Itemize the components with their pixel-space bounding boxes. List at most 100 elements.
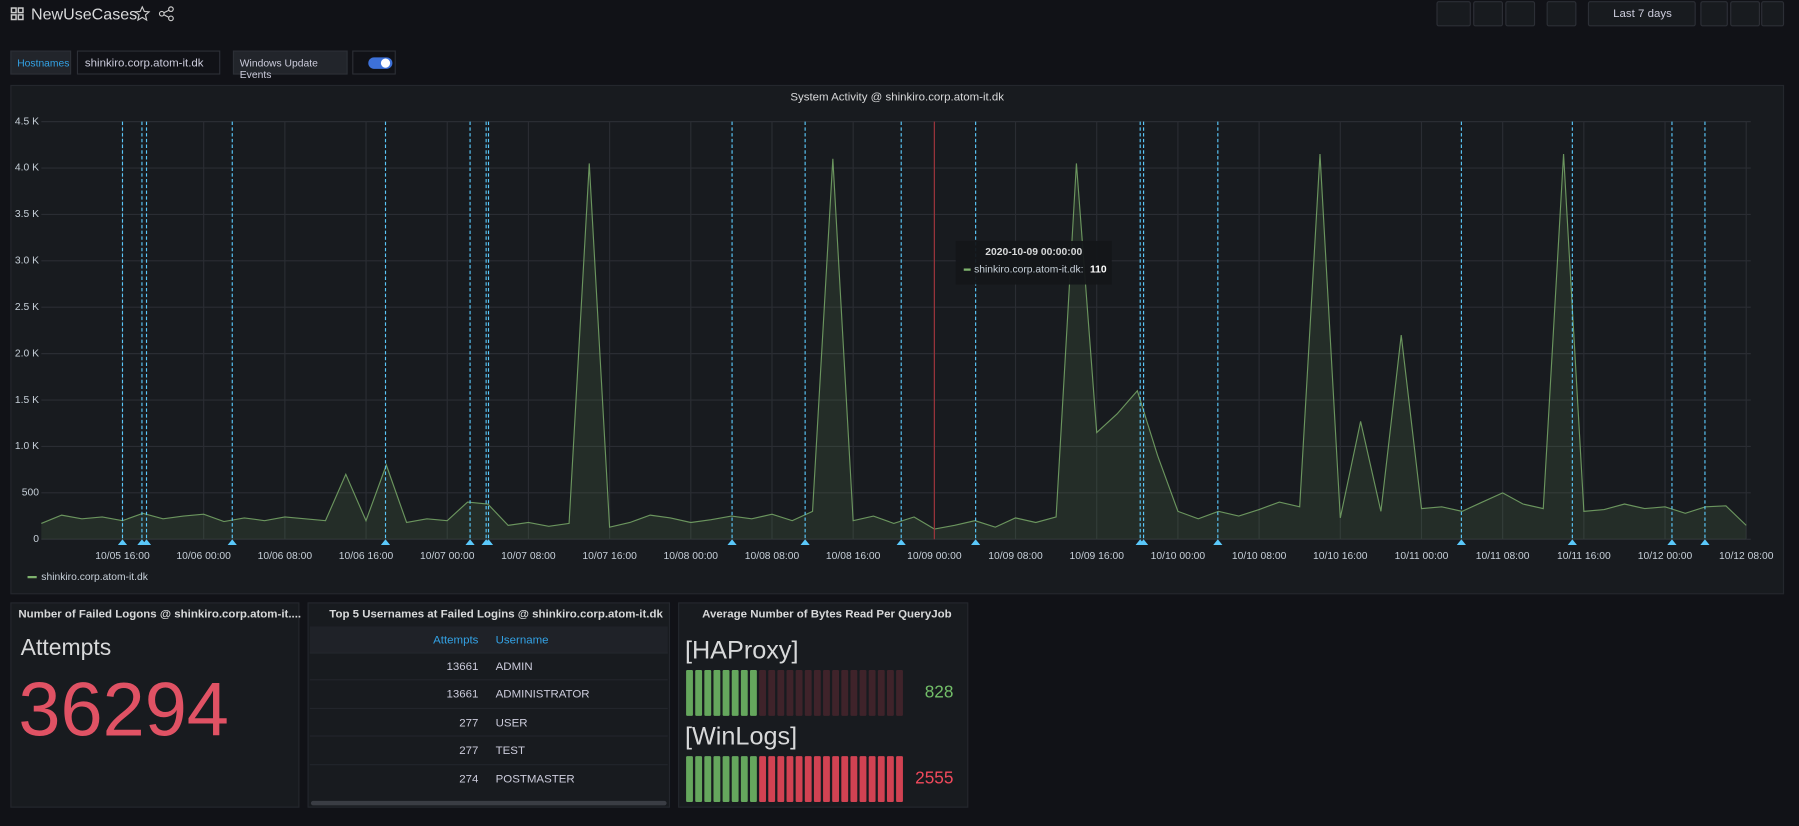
bar-gauge-panel: Average Number of Bytes Read Per QueryJo… — [678, 602, 969, 808]
attempts-cell: 277 — [459, 716, 479, 730]
toggle-label: Windows Update Events — [232, 50, 348, 80]
username-cell: ADMIN — [495, 660, 533, 674]
annotation-marker[interactable] — [227, 539, 237, 545]
annotation-marker[interactable] — [117, 539, 128, 545]
star-icon[interactable] — [134, 5, 151, 22]
annotation-marker[interactable] — [141, 539, 152, 545]
gauge-cell — [750, 670, 757, 716]
annotation-marker[interactable] — [727, 539, 737, 545]
annotation-marker[interactable] — [380, 539, 391, 545]
annotation-marker[interactable] — [971, 539, 981, 545]
gauge-cell — [686, 756, 693, 802]
panel-title: Number of Failed Logons @ shinkiro.corp.… — [18, 608, 302, 621]
gauge-cell — [759, 756, 766, 802]
x-tick-label: 10/09 00:00 — [907, 551, 962, 562]
annotation-marker[interactable] — [465, 539, 475, 545]
tv-mode-button[interactable] — [1546, 1, 1577, 27]
y-tick-label: 4.5 K — [15, 116, 39, 127]
x-tick-label: 10/08 08:00 — [745, 551, 800, 562]
gauge-cell — [832, 670, 840, 716]
y-tick-label: 4.0 K — [15, 163, 39, 174]
gauge-cell — [695, 756, 703, 802]
x-tick-label: 10/12 08:00 — [1719, 551, 1774, 562]
dashboard-title[interactable]: NewUseCases — [30, 4, 138, 23]
y-tick-label: 3.5 K — [15, 209, 39, 220]
gauge-cell — [750, 756, 757, 802]
x-tick-label: 10/11 00:00 — [1395, 551, 1449, 562]
tooltip-label: shinkiro.corp.atom-it.dk: — [974, 264, 1083, 275]
gauge-cell — [877, 756, 885, 802]
table-panel: Top 5 Usernames at Failed Logins @ shink… — [307, 602, 671, 808]
column-header[interactable]: Username — [495, 634, 549, 648]
gauge-cell — [813, 756, 821, 802]
x-tick-label: 10/10 00:00 — [1151, 551, 1206, 562]
username-cell: POSTMASTER — [495, 772, 575, 786]
add-panel-button[interactable] — [1436, 1, 1471, 27]
toggle-knob — [380, 58, 391, 68]
annotation-marker[interactable] — [1567, 539, 1577, 545]
annotation-marker[interactable] — [1213, 539, 1223, 545]
annotation-marker[interactable] — [483, 539, 494, 545]
apps-icon[interactable] — [10, 7, 24, 21]
chart: System Activity @ shinkiro.corp.atom-it.… — [15, 92, 1774, 583]
gauge-cell — [877, 670, 885, 716]
gauge-cell — [823, 670, 830, 716]
x-tick-label: 10/12 00:00 — [1638, 551, 1693, 562]
annotation-marker[interactable] — [800, 539, 810, 545]
annotation-marker[interactable] — [1138, 539, 1149, 545]
table-row: 274 POSTMASTER — [309, 763, 668, 793]
gauge-cell — [695, 670, 703, 716]
time-picker[interactable]: Last 7 days — [1587, 1, 1696, 27]
x-tick-label: 10/08 00:00 — [664, 551, 719, 562]
annotation-marker[interactable] — [1667, 539, 1677, 545]
annotation-marker[interactable] — [1700, 539, 1710, 545]
settings-button[interactable] — [1505, 1, 1536, 27]
gauge-cell — [686, 670, 693, 716]
hostname-dropdown[interactable]: shinkiro.corp.atom-it.dk — [76, 50, 221, 75]
annotation-marker[interactable] — [1456, 539, 1466, 545]
zoom-out-button[interactable] — [1700, 1, 1728, 27]
series-line — [41, 154, 1747, 530]
column-header[interactable]: Attempts — [433, 634, 479, 648]
tooltip-box — [955, 240, 1112, 285]
table-row: 277 USER — [309, 707, 668, 737]
gauge-cell — [768, 670, 776, 716]
toggle-track — [368, 57, 393, 69]
x-tick-label: 10/11 16:00 — [1557, 551, 1611, 562]
x-tick-label: 10/06 08:00 — [258, 551, 313, 562]
toggle[interactable] — [352, 50, 396, 75]
legend-label[interactable]: shinkiro.corp.atom-it.dk — [41, 572, 148, 583]
share-icon[interactable] — [158, 6, 174, 22]
gauge-cell — [804, 756, 812, 802]
gauge-cell — [850, 670, 858, 716]
attempts-cell: 277 — [459, 744, 479, 758]
gauge-cell — [841, 670, 849, 716]
gauge-cell — [777, 670, 785, 716]
tooltip-time: 2020-10-09 00:00:00 — [985, 247, 1082, 258]
gauge-cell — [777, 756, 785, 802]
gauge-cell — [832, 756, 840, 802]
refresh-menu[interactable] — [1761, 1, 1785, 27]
username-cell: ADMINISTRATOR — [495, 688, 590, 702]
y-tick-label: 1.5 K — [15, 395, 39, 406]
y-tick-label: 2.5 K — [15, 302, 39, 313]
series-area — [41, 154, 1747, 540]
gauge-cell — [886, 756, 894, 802]
x-tick-label: 10/06 00:00 — [176, 551, 231, 562]
gauge-cell — [713, 756, 721, 802]
chart-title[interactable]: System Activity @ shinkiro.corp.atom-it.… — [790, 92, 1004, 104]
refresh-button[interactable] — [1730, 1, 1760, 27]
x-tick-label: 10/06 16:00 — [339, 551, 394, 562]
annotation-marker[interactable] — [896, 539, 906, 545]
panel-title: Average Number of Bytes Read Per QueryJo… — [702, 608, 952, 621]
gauge-cell — [768, 756, 776, 802]
scrollbar[interactable] — [310, 800, 667, 806]
x-tick-label: 10/05 16:00 — [95, 551, 150, 562]
x-tick-label: 10/09 08:00 — [988, 551, 1043, 562]
time-range: Last 7 days — [1613, 8, 1672, 21]
gauge-cell — [731, 670, 739, 716]
save-button[interactable] — [1473, 1, 1503, 27]
username-cell: TEST — [495, 744, 525, 758]
